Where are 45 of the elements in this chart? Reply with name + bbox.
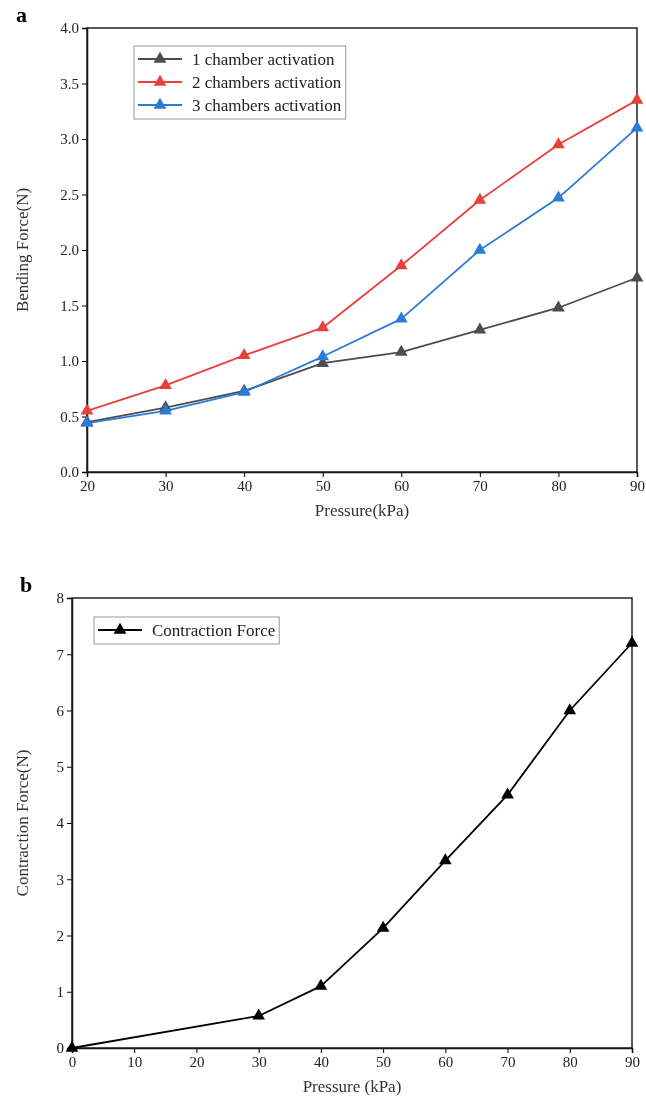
y-tick-label: 0 [56,1040,64,1057]
y-tick-label: 5 [56,759,64,776]
x-axis-title: Pressure(kPa) [314,501,410,520]
y-tick-label: 8 [56,590,64,607]
x-tick-label: 70 [472,477,488,494]
y-tick-label: 4.0 [60,20,79,37]
y-axis-title: Bending Force(N) [13,187,32,313]
y-tick-label: 7 [56,646,65,663]
y-tick-label: 1.5 [60,297,79,314]
chart-title: a [16,2,27,27]
legend-label: 1 chamber activation [192,50,336,69]
x-tick-label: 80 [562,1053,578,1070]
x-axis-title: Pressure (kPa) [302,1077,402,1096]
x-tick-label: 40 [313,1053,329,1070]
y-tick-label: 4 [56,815,65,832]
x-tick-label: 90 [630,477,645,494]
x-tick-label: 80 [551,477,567,494]
y-tick-label: 0.0 [60,464,79,481]
chart-title: b [20,572,33,597]
y-tick-label: 3.0 [60,131,79,148]
x-tick-label: 60 [438,1053,454,1070]
y-tick-label: 1.0 [60,353,79,370]
x-tick-label: 10 [127,1053,143,1070]
x-tick-label: 30 [158,477,174,494]
y-tick-label: 2 [56,927,64,944]
x-tick-label: 70 [500,1053,516,1070]
y-tick-label: 0.5 [60,408,79,425]
x-tick-label: 60 [394,477,410,494]
x-tick-label: 20 [80,477,95,494]
legend-label: 2 chambers activation [192,73,342,92]
y-tick-label: 2.0 [60,242,79,259]
x-tick-label: 50 [315,477,331,494]
legend-label: Contraction Force [152,621,276,640]
y-tick-label: 1 [56,984,64,1001]
y-tick-label: 2.5 [60,186,79,203]
x-tick-label: 40 [237,477,253,494]
y-tick-label: 3 [56,871,64,888]
x-tick-label: 20 [189,1053,205,1070]
y-tick-label: 3.5 [60,75,79,92]
legend-label: 3 chambers activation [192,96,342,115]
y-tick-label: 6 [56,702,65,719]
x-tick-label: 30 [251,1053,267,1070]
x-tick-label: 90 [625,1053,640,1070]
y-axis-title: Contraction Force(N) [13,749,32,897]
x-tick-label: 50 [376,1053,392,1070]
